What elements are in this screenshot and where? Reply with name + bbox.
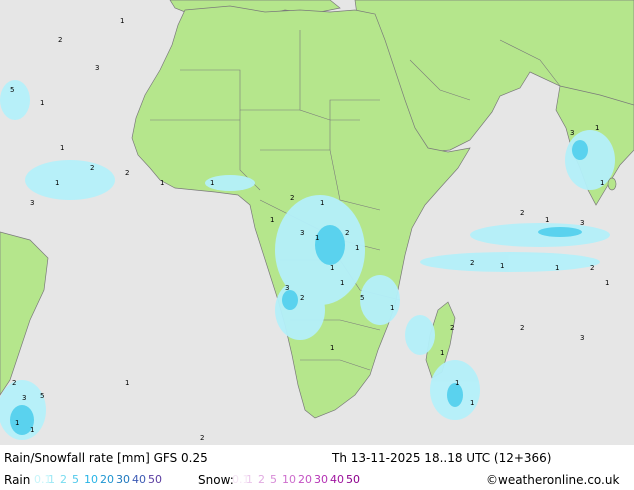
snow-scale-value: 2	[258, 473, 265, 486]
snow-scale-value: 50	[346, 473, 360, 486]
precip-marker: 1	[440, 349, 444, 357]
snow-scale-value: 1	[246, 473, 253, 486]
precip-marker: 1	[470, 399, 474, 407]
precip-marker: 1	[390, 304, 394, 312]
precip-marker: 3	[300, 229, 304, 237]
precip-marker: 2	[345, 229, 349, 237]
snow-scale-value: 10	[282, 473, 296, 486]
precip-marker: 1	[30, 426, 34, 434]
precip-marker: 3	[580, 219, 584, 227]
precip-marker: 3	[580, 334, 584, 342]
precip-marker: 1	[120, 17, 124, 25]
precip-marker: 1	[555, 264, 559, 272]
precip-marker: 1	[545, 216, 549, 224]
land-sri-lanka	[607, 177, 617, 191]
precip-marker: 1	[600, 179, 604, 187]
precip-marker: 1	[500, 262, 504, 270]
snow-scale-value: 40	[330, 473, 344, 486]
precip-marker: 2	[58, 36, 62, 44]
precip-marker: 5	[40, 392, 44, 400]
precip-marker: 1	[315, 234, 319, 242]
precip-marker: 1	[330, 264, 334, 272]
snow-scale-value: 0.1	[232, 473, 250, 486]
precip-marker: 1	[270, 216, 274, 224]
precip-marker: 1	[40, 99, 44, 107]
precip-marker: 1	[330, 344, 334, 352]
precip-marker: 5	[10, 86, 14, 94]
land-south-america	[0, 231, 49, 396]
precip-marker: 1	[355, 244, 359, 252]
rain-label: Rain	[4, 473, 31, 487]
precip-marker: 1	[15, 419, 19, 427]
precip-marker: 1	[210, 179, 214, 187]
precip-marker: 1	[125, 379, 129, 387]
credit-link[interactable]: ©weatheronline.co.uk	[486, 473, 620, 487]
precip-marker: 1	[455, 379, 459, 387]
rain-scale-value: 2	[60, 473, 67, 486]
precip-marker: 2	[590, 264, 594, 272]
map-title: Rain/Snowfall rate [mm] GFS 0.25	[4, 451, 208, 465]
precip-marker: 3	[285, 284, 289, 292]
map-datetime: Th 13-11-2025 18..18 UTC (12+366)	[332, 451, 552, 465]
snow-scale-value: 20	[298, 473, 312, 486]
rain-scale-value: 10	[84, 473, 98, 486]
precip-marker: 2	[290, 194, 294, 202]
snow-scale-value: 30	[314, 473, 328, 486]
precip-areas	[0, 80, 615, 440]
precip-marker: 2	[125, 169, 129, 177]
precip-marker: 1	[160, 179, 164, 187]
precip-marker: 3	[22, 394, 26, 402]
precip-marker: 2	[520, 324, 524, 332]
precip-marker: 3	[95, 64, 99, 72]
precip-marker: 2	[470, 259, 474, 267]
rain-scale-value: 50	[148, 473, 162, 486]
rain-scale-value: 20	[100, 473, 114, 486]
precip-marker: 2	[90, 164, 94, 172]
precip-marker: 1	[60, 144, 64, 152]
legend-footer: Rain/Snowfall rate [mm] GFS 0.25 Th 13-1…	[0, 445, 634, 490]
precip-marker: 3	[30, 199, 34, 207]
precip-marker: 2	[520, 209, 524, 217]
precip-marker: 1	[605, 279, 609, 287]
precip-marker: 1	[320, 199, 324, 207]
rain-scale-value: 40	[132, 473, 146, 486]
precip-marker: 3	[570, 129, 574, 137]
rain-scale-value: 1	[48, 473, 55, 486]
snow-label: Snow:	[198, 473, 234, 487]
precip-marker: 2	[200, 434, 204, 442]
rain-scale-value: 5	[72, 473, 79, 486]
precip-marker: 2	[300, 294, 304, 302]
snow-scale-value: 5	[270, 473, 277, 486]
precip-marker: 1	[55, 179, 59, 187]
rain-scale-value: 0.1	[34, 473, 52, 486]
precip-marker: 1	[340, 279, 344, 287]
rain-scale-value: 30	[116, 473, 130, 486]
precip-marker: 1	[595, 124, 599, 132]
precip-marker: 2	[12, 379, 16, 387]
precip-marker: 2	[450, 324, 454, 332]
precip-marker: 5	[360, 294, 364, 302]
